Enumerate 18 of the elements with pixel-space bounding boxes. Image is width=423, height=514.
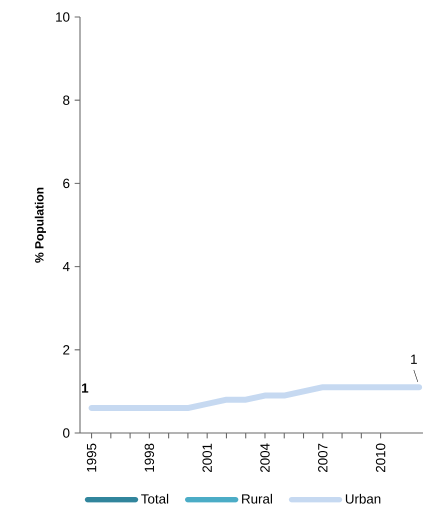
legend-label: Urban bbox=[346, 494, 380, 504]
x-tick-label: 1998 bbox=[144, 444, 154, 472]
x-tick-label: 2001 bbox=[202, 444, 212, 472]
x-tick-label: 2007 bbox=[318, 444, 328, 472]
y-tick-label: 6 bbox=[63, 178, 70, 188]
annotation: 1 bbox=[411, 354, 417, 364]
y-axis-title: % Population bbox=[34, 188, 46, 263]
legend-label: Total bbox=[141, 494, 168, 504]
x-tick-label: 2004 bbox=[260, 443, 270, 472]
x-tick-label: 2010 bbox=[376, 444, 386, 472]
annotation: 1 bbox=[82, 383, 88, 393]
x-tick-label: 1995 bbox=[86, 444, 96, 472]
y-tick-label: 0 bbox=[63, 428, 70, 438]
y-tick-label: 10 bbox=[56, 12, 70, 22]
y-tick-label: 2 bbox=[63, 345, 70, 354]
y-tick-label: 8 bbox=[63, 95, 70, 105]
y-tick-label: 4 bbox=[62, 262, 70, 272]
legend-label: Rural bbox=[242, 494, 272, 504]
